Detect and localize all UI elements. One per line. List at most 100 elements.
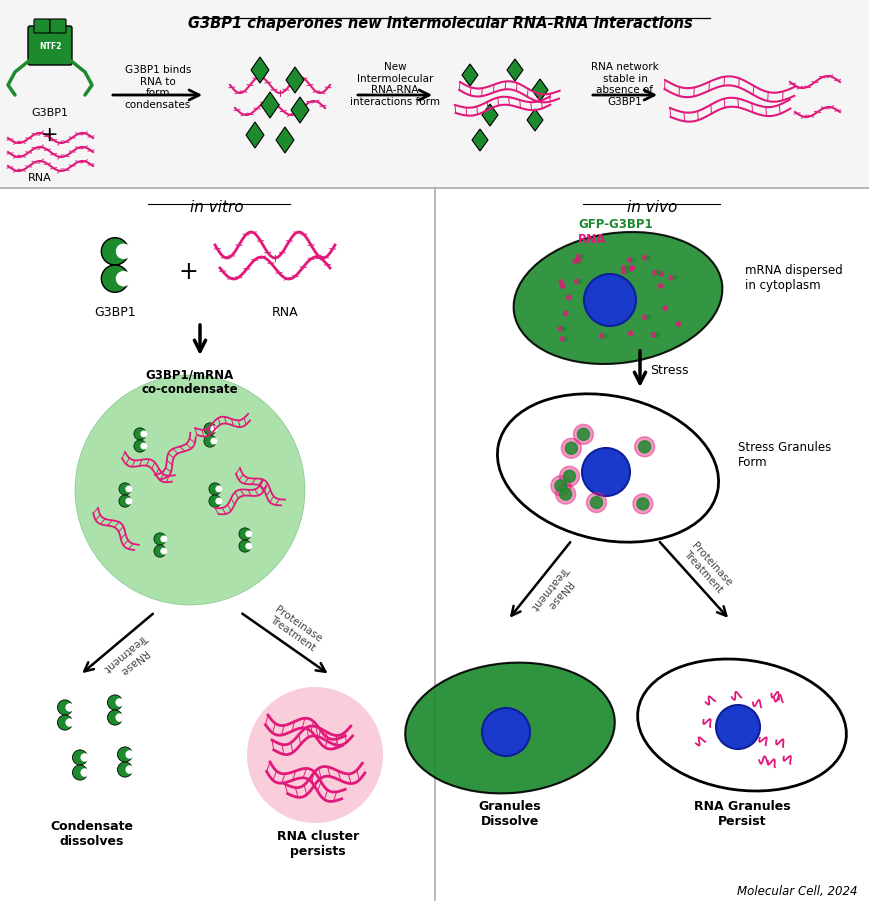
Circle shape — [210, 425, 217, 433]
Text: RNA cluster
persists: RNA cluster persists — [276, 830, 359, 858]
Text: Stress: Stress — [649, 363, 687, 376]
Circle shape — [65, 703, 74, 712]
Circle shape — [160, 535, 167, 542]
Circle shape — [636, 498, 648, 509]
Text: New
Intermolecular
RNA-RNA
interactions form: New Intermolecular RNA-RNA interactions … — [349, 62, 440, 107]
Circle shape — [583, 274, 635, 326]
Circle shape — [576, 254, 580, 258]
Circle shape — [209, 495, 221, 508]
Polygon shape — [481, 104, 497, 126]
Circle shape — [550, 476, 570, 496]
FancyBboxPatch shape — [50, 19, 66, 33]
Circle shape — [565, 442, 577, 455]
Circle shape — [578, 279, 581, 283]
Text: G3BP1 binds
RNA to
form
condensates: G3BP1 binds RNA to form condensates — [124, 65, 191, 110]
Circle shape — [560, 337, 564, 341]
Text: in vitro: in vitro — [190, 200, 243, 215]
Circle shape — [581, 448, 629, 496]
Text: RNA network
stable in
absence of
G3BP1: RNA network stable in absence of G3BP1 — [590, 62, 658, 107]
Text: RNA Granules
Persist: RNA Granules Persist — [693, 800, 789, 828]
Text: G3BP1/mRNA
co-condensate: G3BP1/mRNA co-condensate — [142, 368, 238, 396]
Text: Molecular Cell, 2024: Molecular Cell, 2024 — [737, 885, 857, 898]
Text: mRNA dispersed
in cytoplasm: mRNA dispersed in cytoplasm — [744, 264, 842, 292]
Text: +: + — [41, 125, 59, 145]
Circle shape — [117, 762, 132, 777]
Ellipse shape — [513, 232, 721, 364]
Polygon shape — [461, 64, 477, 86]
Circle shape — [559, 488, 571, 500]
Circle shape — [662, 306, 667, 310]
Circle shape — [561, 327, 565, 331]
Circle shape — [566, 296, 570, 299]
Text: Proteinase
Treatment: Proteinase Treatment — [680, 540, 733, 595]
Circle shape — [107, 695, 123, 710]
Circle shape — [559, 467, 579, 487]
Text: G3BP1: G3BP1 — [94, 306, 136, 319]
Circle shape — [621, 269, 626, 274]
Text: NTF2: NTF2 — [39, 41, 61, 50]
Circle shape — [116, 271, 131, 287]
Circle shape — [563, 470, 575, 482]
Polygon shape — [507, 59, 522, 81]
Circle shape — [203, 435, 216, 447]
Text: RNA: RNA — [271, 306, 298, 319]
Circle shape — [245, 542, 252, 550]
FancyBboxPatch shape — [0, 0, 869, 188]
Circle shape — [638, 441, 650, 453]
Circle shape — [630, 266, 634, 270]
Circle shape — [646, 315, 649, 319]
Circle shape — [646, 256, 650, 259]
Circle shape — [116, 713, 124, 722]
Circle shape — [672, 276, 676, 279]
Circle shape — [72, 750, 88, 765]
Polygon shape — [286, 67, 303, 93]
Circle shape — [580, 255, 583, 258]
Circle shape — [573, 425, 593, 445]
Circle shape — [675, 321, 680, 326]
Circle shape — [101, 265, 129, 292]
Circle shape — [239, 540, 251, 552]
Circle shape — [72, 765, 88, 780]
Circle shape — [116, 698, 124, 707]
Circle shape — [627, 331, 633, 336]
Circle shape — [575, 257, 580, 262]
Polygon shape — [246, 122, 263, 148]
Text: +: + — [178, 260, 197, 284]
Circle shape — [658, 284, 662, 289]
FancyBboxPatch shape — [34, 19, 50, 33]
Circle shape — [642, 315, 647, 320]
Circle shape — [160, 548, 167, 554]
Circle shape — [210, 437, 217, 445]
Text: RNase
Treatment: RNase Treatment — [102, 632, 156, 683]
Circle shape — [134, 440, 146, 452]
Circle shape — [209, 483, 221, 495]
Circle shape — [599, 333, 603, 338]
Circle shape — [625, 266, 628, 269]
Circle shape — [140, 430, 147, 437]
Circle shape — [80, 753, 89, 761]
FancyBboxPatch shape — [28, 26, 72, 65]
Text: Stress Granules
Form: Stress Granules Form — [737, 441, 830, 469]
Circle shape — [560, 284, 564, 289]
Ellipse shape — [405, 663, 614, 793]
Circle shape — [107, 710, 123, 725]
Circle shape — [651, 332, 655, 337]
Circle shape — [558, 327, 562, 331]
Circle shape — [656, 271, 660, 275]
Ellipse shape — [497, 394, 718, 542]
Circle shape — [203, 423, 216, 435]
Circle shape — [80, 768, 89, 777]
Polygon shape — [290, 97, 308, 123]
Text: Condensate
dissolves: Condensate dissolves — [50, 820, 133, 848]
Text: Proteinase
Treatment: Proteinase Treatment — [266, 604, 323, 654]
Circle shape — [563, 311, 567, 316]
Circle shape — [590, 497, 602, 509]
Circle shape — [642, 256, 647, 260]
Text: GFP-G3BP1: GFP-G3BP1 — [577, 218, 652, 231]
Circle shape — [216, 486, 222, 492]
Circle shape — [715, 705, 760, 749]
Circle shape — [245, 530, 252, 538]
Polygon shape — [472, 129, 488, 151]
Circle shape — [573, 259, 577, 264]
Polygon shape — [275, 127, 294, 153]
